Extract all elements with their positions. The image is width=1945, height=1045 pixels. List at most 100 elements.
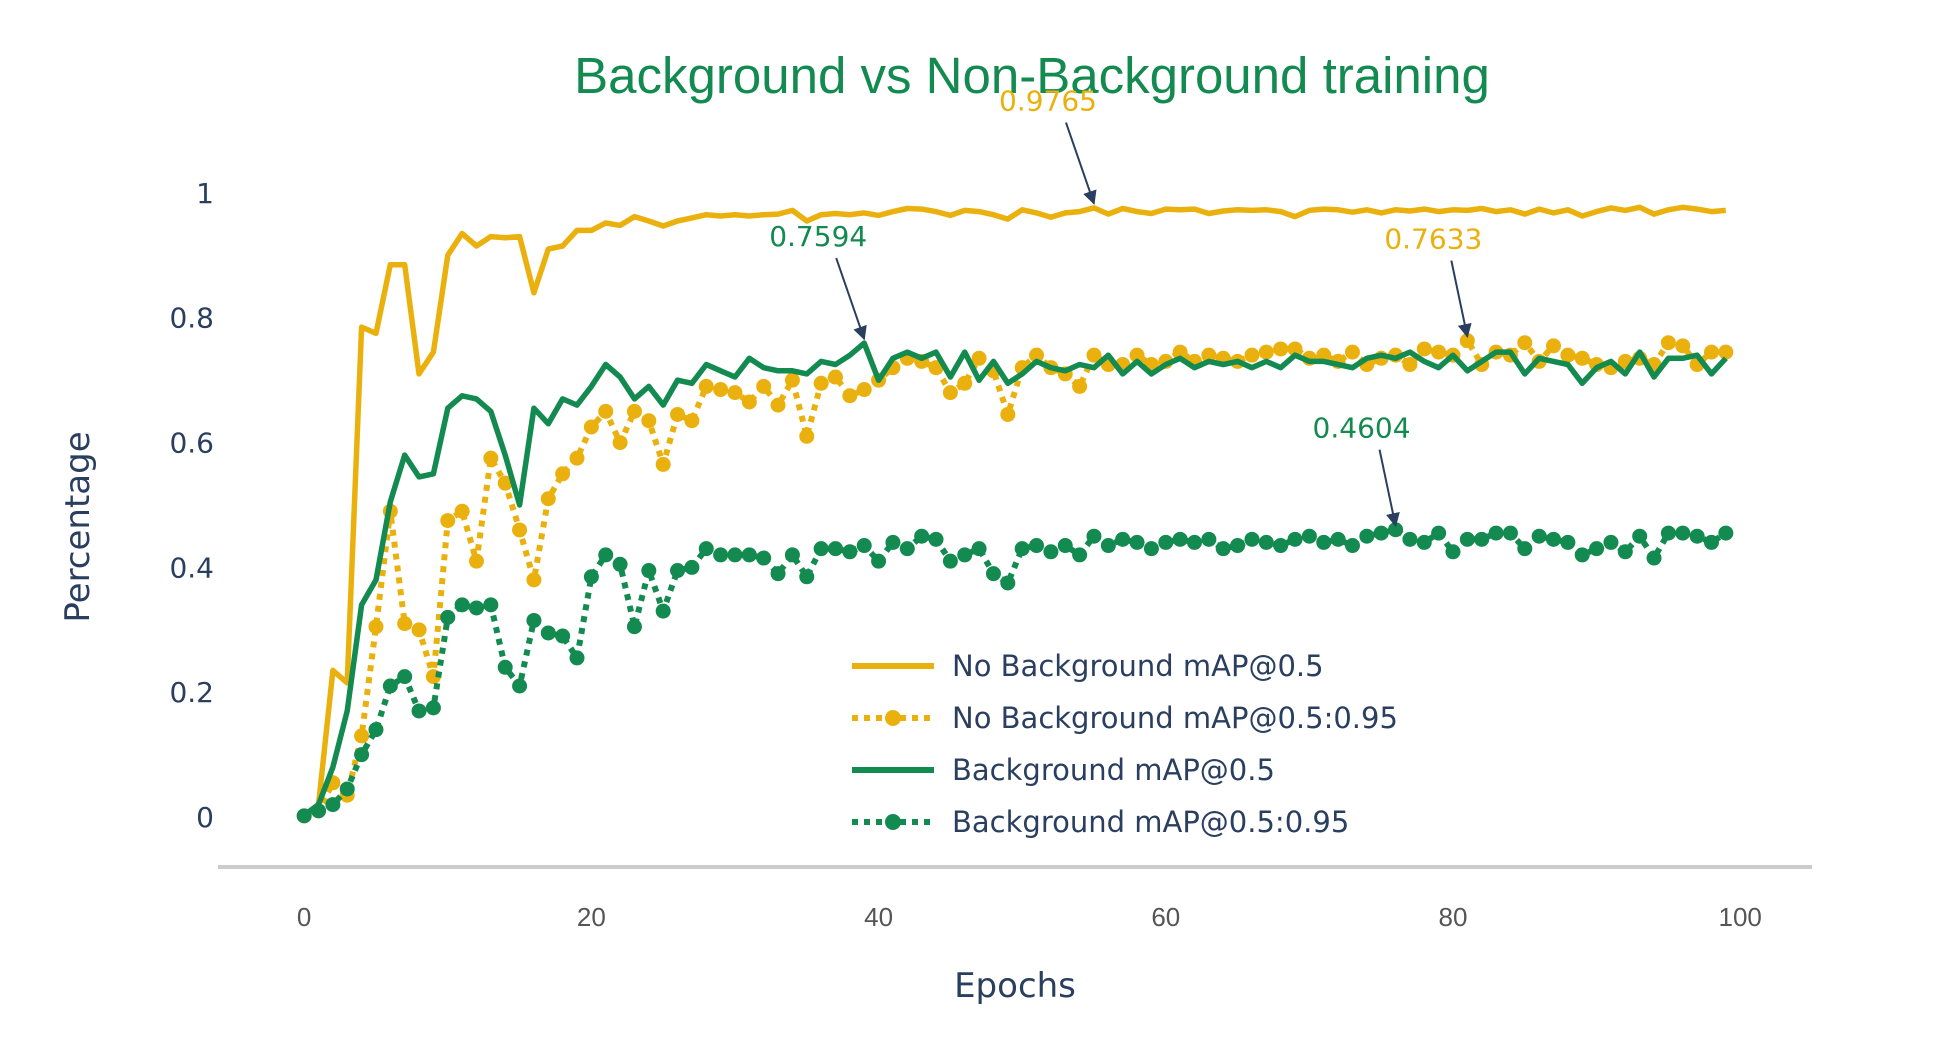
data-point: [942, 385, 958, 401]
data-point: [626, 619, 642, 635]
series-line: [302, 204, 1727, 818]
annotation-arrow: [1065, 122, 1097, 205]
data-point: [1143, 541, 1159, 557]
data-point: [1172, 531, 1188, 547]
data-point: [1086, 347, 1102, 363]
y-tick-label: 0.6: [169, 427, 214, 460]
data-point: [1029, 538, 1045, 554]
data-point: [1359, 528, 1375, 544]
data-point: [698, 541, 714, 557]
data-point: [727, 385, 743, 401]
x-tick-label: 20: [577, 902, 606, 932]
data-point: [1043, 544, 1059, 560]
data-point: [526, 572, 542, 588]
data-point: [670, 563, 686, 579]
data-point: [626, 403, 642, 419]
data-point: [1100, 538, 1116, 554]
series-1: [302, 204, 1727, 818]
data-point: [555, 628, 571, 644]
data-point: [368, 722, 384, 738]
data-point: [641, 413, 657, 429]
data-point: [440, 609, 456, 625]
y-tick-label: 1: [196, 177, 214, 210]
x-tick-label: 0: [297, 902, 311, 932]
data-point: [1502, 525, 1518, 541]
data-point: [799, 569, 815, 585]
data-point: [1660, 525, 1676, 541]
y-tick-label: 0.2: [169, 676, 214, 709]
data-point: [1589, 541, 1605, 557]
data-point: [770, 397, 786, 413]
data-point: [1086, 528, 1102, 544]
data-point: [440, 513, 456, 529]
data-point: [1646, 550, 1662, 566]
data-point: [1215, 541, 1231, 557]
data-point: [1258, 344, 1274, 360]
data-point: [770, 566, 786, 582]
data-point: [1287, 341, 1303, 357]
data-point: [1316, 534, 1332, 550]
legend-marker: [885, 814, 901, 830]
x-tick-label: 60: [1151, 902, 1180, 932]
data-point: [784, 547, 800, 563]
data-point: [756, 550, 772, 566]
data-point: [957, 375, 973, 391]
data-point: [813, 375, 829, 391]
data-point: [1574, 350, 1590, 366]
y-tick-label: 0.8: [169, 302, 214, 335]
data-point: [1517, 335, 1533, 351]
data-point: [1258, 534, 1274, 550]
data-point: [1675, 525, 1691, 541]
data-point: [368, 619, 384, 635]
data-point: [741, 547, 757, 563]
series-3: [302, 340, 1728, 818]
legend: No Background mAP@0.5 No Background mAP@0…: [852, 649, 1398, 839]
data-point: [1402, 357, 1418, 373]
data-point: [1445, 544, 1461, 560]
data-point: [526, 612, 542, 628]
data-point: [957, 547, 973, 563]
data-point: [856, 382, 872, 398]
data-point: [756, 378, 772, 394]
legend-item: No Background mAP@0.5:0.95: [852, 701, 1398, 735]
data-point: [397, 616, 413, 632]
x-tick-label: 100: [1719, 902, 1762, 932]
chart-title: Background vs Non-Background training: [574, 47, 1490, 104]
data-point: [1129, 534, 1145, 550]
series-line: [302, 340, 1728, 818]
data-point: [339, 781, 355, 797]
legend-label: Background mAP@0.5:0.95: [952, 805, 1349, 839]
data-point: [1172, 344, 1188, 360]
data-point: [1603, 534, 1619, 550]
data-point: [483, 597, 499, 613]
data-point: [454, 597, 470, 613]
data-point: [311, 803, 327, 819]
data-point: [985, 566, 1001, 582]
series-line: [303, 526, 1728, 819]
data-point: [784, 372, 800, 388]
data-point: [1158, 534, 1174, 550]
data-point: [1344, 538, 1360, 554]
x-axis-title: Epochs: [954, 966, 1076, 1006]
series-layer: [296, 204, 1734, 824]
series-4: [296, 522, 1734, 824]
data-point: [727, 547, 743, 563]
data-point: [540, 491, 556, 507]
data-point: [569, 450, 585, 466]
legend-label: No Background mAP@0.5: [952, 649, 1324, 683]
data-point: [684, 413, 700, 429]
data-point: [842, 544, 858, 560]
data-point: [540, 625, 556, 641]
data-point: [1014, 541, 1030, 557]
y-axis-title: Percentage: [58, 431, 98, 622]
data-point: [914, 528, 930, 544]
data-point: [1115, 531, 1131, 547]
data-point: [1617, 544, 1633, 560]
data-point: [569, 650, 585, 666]
data-point: [827, 369, 843, 385]
data-point: [1057, 538, 1073, 554]
data-point: [1416, 341, 1432, 357]
data-point: [641, 563, 657, 579]
x-tick-label: 80: [1439, 902, 1468, 932]
annotation-arrow: [1450, 260, 1472, 339]
